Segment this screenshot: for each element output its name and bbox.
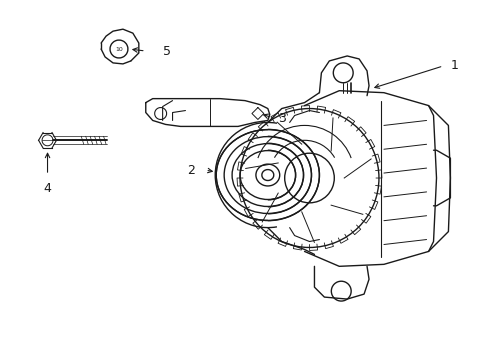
Text: 2: 2 [187,163,195,176]
Text: 5: 5 [163,45,170,58]
Text: 1: 1 [449,59,457,72]
Text: 4: 4 [43,182,51,195]
Text: 10: 10 [115,46,122,51]
Text: 3: 3 [277,112,285,125]
